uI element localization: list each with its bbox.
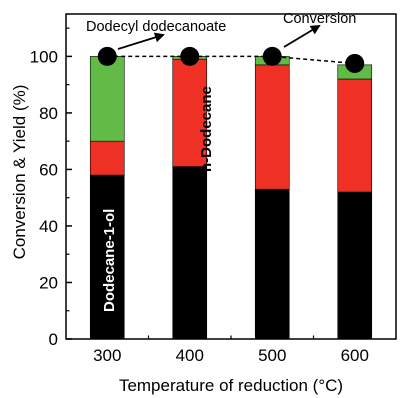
y-axis-title: Conversion & Yield (%) bbox=[10, 85, 29, 260]
ester-arrow bbox=[117, 32, 165, 50]
conversion-arrow bbox=[283, 24, 321, 48]
bar-segment-0-600 bbox=[337, 191, 373, 340]
alcohol-bar-label: Dodecane-1-ol bbox=[101, 209, 118, 312]
conversion-line bbox=[107, 55, 355, 65]
ester-annotation: Dodecyl dodecanoate bbox=[86, 19, 226, 35]
y-tick-label-60: 60 bbox=[39, 160, 58, 179]
bar-segment-0-400 bbox=[172, 166, 208, 340]
alkane-bar-label: n-Dodecane bbox=[198, 86, 215, 172]
x-tick-label-500: 500 bbox=[258, 346, 286, 365]
bar-segment-0-500 bbox=[254, 188, 290, 340]
conversion-series bbox=[97, 46, 365, 73]
conversion-point-400 bbox=[180, 46, 200, 66]
bars bbox=[89, 56, 373, 340]
bar-segment-1-500 bbox=[254, 64, 290, 190]
conversion-point-600 bbox=[345, 53, 365, 73]
x-tick-label-300: 300 bbox=[93, 346, 121, 365]
bar-segment-1-300 bbox=[89, 140, 125, 176]
y-tick-label-20: 20 bbox=[39, 273, 58, 292]
bar-segment-0-300 bbox=[89, 174, 125, 340]
conversion-point-500 bbox=[262, 46, 282, 66]
conversion-annotation: Conversion bbox=[283, 11, 356, 27]
x-axis-title: Temperature of reduction (°C) bbox=[119, 376, 343, 395]
bar-segment-1-600 bbox=[337, 78, 373, 193]
conversion-point-300 bbox=[97, 46, 117, 66]
y-tick-label-0: 0 bbox=[49, 330, 58, 349]
y-tick-label-100: 100 bbox=[30, 47, 58, 66]
x-tick-label-600: 600 bbox=[341, 346, 369, 365]
y-tick-label-80: 80 bbox=[39, 104, 58, 123]
bar-segment-1-400 bbox=[172, 58, 208, 167]
bar-segment-2-300 bbox=[89, 56, 125, 142]
axis-ticks: 0 20 40 60 80 100 300 400 500 600 bbox=[30, 27, 369, 365]
y-tick-label-40: 40 bbox=[39, 217, 58, 236]
x-tick-label-400: 400 bbox=[176, 346, 204, 365]
